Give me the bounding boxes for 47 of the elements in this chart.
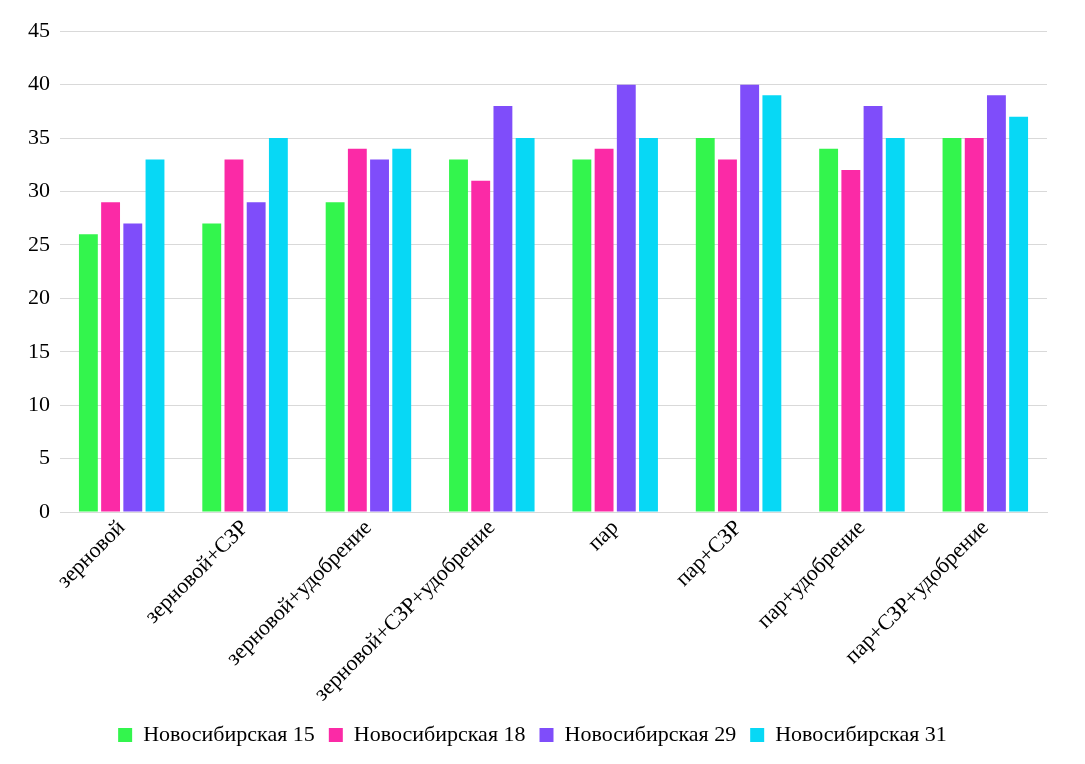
bar <box>762 95 782 512</box>
bar <box>123 223 143 512</box>
bar <box>145 159 165 512</box>
bar <box>594 148 614 512</box>
y-tick-label: 30 <box>28 177 50 203</box>
legend-label: Новосибирская 31 <box>775 720 947 746</box>
bar <box>347 148 367 512</box>
y-tick-label: 45 <box>28 16 50 42</box>
bar <box>392 148 412 512</box>
bar <box>819 148 839 512</box>
bar <box>718 159 737 512</box>
y-tick-label: 10 <box>28 390 50 416</box>
bar <box>986 95 1006 512</box>
bar <box>572 159 592 512</box>
legend-label: Новосибирская 29 <box>564 720 737 746</box>
bar <box>101 202 121 512</box>
bar <box>616 84 636 512</box>
legend-label: Новосибирская 18 <box>353 720 526 746</box>
bar <box>471 180 491 512</box>
bar <box>449 159 468 512</box>
bar <box>370 159 389 512</box>
y-tick-label: 0 <box>39 497 50 523</box>
y-tick-label: 25 <box>28 230 50 256</box>
bar <box>863 106 883 512</box>
bar <box>740 84 760 512</box>
y-tick-label: 5 <box>39 444 50 470</box>
bar <box>964 138 984 512</box>
bar <box>885 138 905 512</box>
x-tick-label: пар <box>582 514 623 556</box>
y-tick-label: 35 <box>28 123 50 149</box>
y-tick-label: 40 <box>28 70 50 96</box>
bar <box>493 106 513 512</box>
bar <box>202 223 222 512</box>
bar <box>325 202 345 512</box>
y-tick-label: 20 <box>28 284 50 310</box>
bar <box>841 170 861 512</box>
legend-label: Новосибирская 15 <box>143 720 315 746</box>
bar <box>1009 116 1029 512</box>
bar <box>224 159 244 512</box>
bar <box>639 138 658 512</box>
y-tick-label: 15 <box>28 337 50 363</box>
bar <box>695 138 715 512</box>
bar <box>246 202 266 512</box>
bar <box>515 138 535 512</box>
bar <box>268 138 288 512</box>
bar <box>942 138 962 512</box>
bar <box>78 234 98 512</box>
